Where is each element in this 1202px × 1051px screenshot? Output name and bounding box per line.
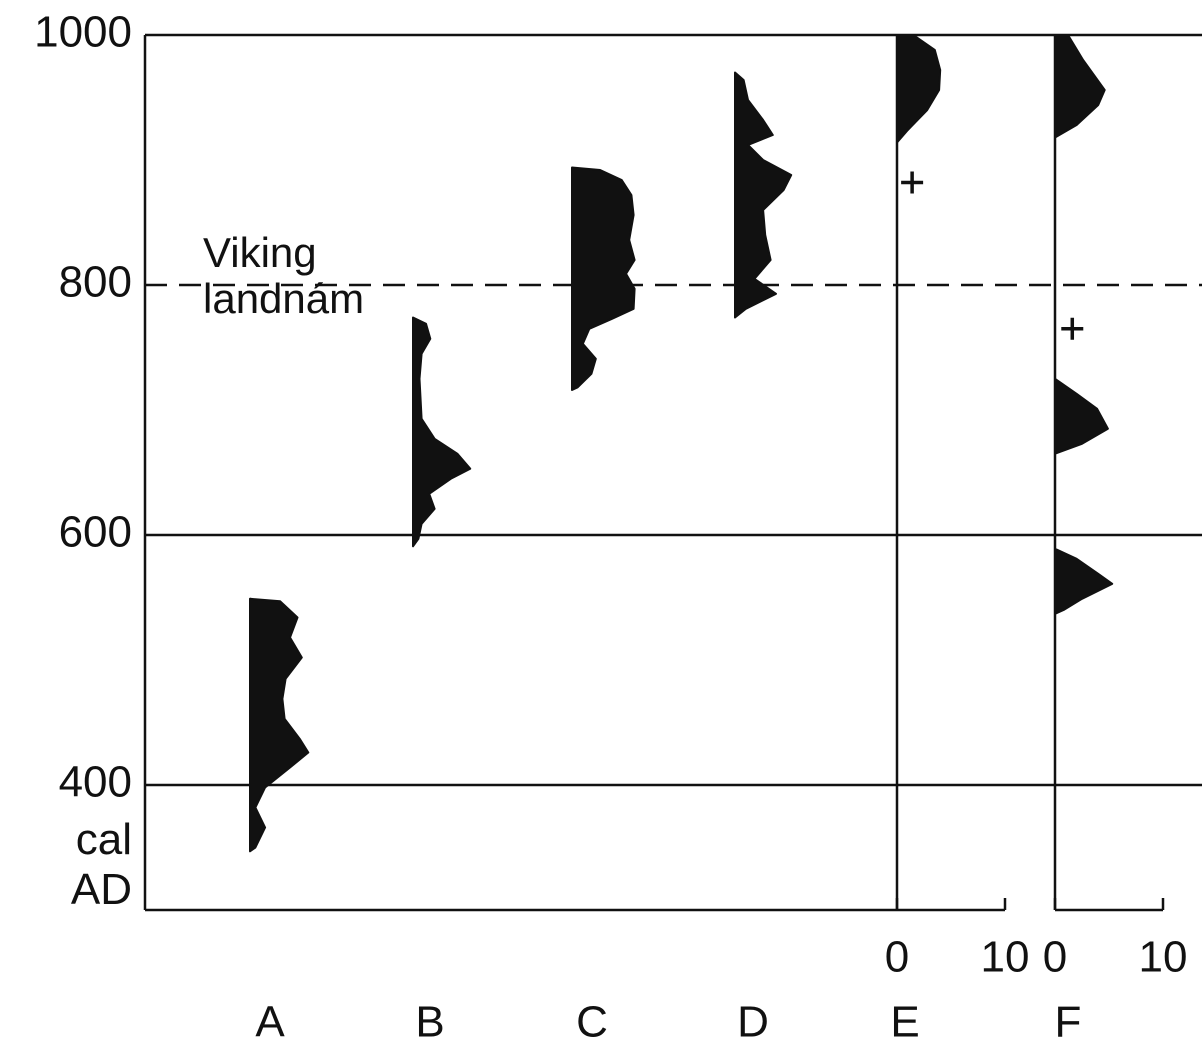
plus-marker bbox=[901, 171, 924, 194]
y-tick-label: 600 bbox=[59, 508, 132, 557]
reference-label: Viking landnám bbox=[203, 230, 365, 322]
density-curve bbox=[1054, 34, 1114, 615]
reference-label-box: Viking landnám bbox=[203, 230, 365, 322]
category-label: B bbox=[415, 998, 444, 1047]
y-axis-label-box: cal AD bbox=[70, 815, 132, 914]
category-label: D bbox=[737, 998, 769, 1047]
density-curve bbox=[249, 597, 310, 853]
category-label: E bbox=[890, 998, 919, 1047]
y-tick-label: 400 bbox=[59, 758, 132, 807]
category-label: C bbox=[576, 998, 608, 1047]
density-curve bbox=[896, 34, 942, 144]
y-tick-label: 800 bbox=[59, 258, 132, 307]
density-tick-label: 10 bbox=[1139, 933, 1188, 982]
density-tick-label: 10 bbox=[981, 933, 1030, 982]
category-label: F bbox=[1055, 998, 1082, 1047]
density-curve bbox=[412, 316, 472, 548]
density-tick-label: 0 bbox=[885, 933, 909, 982]
y-axis-label: cal AD bbox=[70, 815, 132, 914]
density-tick-label: 0 bbox=[1043, 933, 1067, 982]
plus-marker bbox=[1061, 317, 1084, 340]
density-curve bbox=[571, 166, 636, 391]
category-label: A bbox=[255, 998, 285, 1047]
y-tick-label: 1000 bbox=[34, 8, 132, 57]
density-curve bbox=[734, 71, 793, 319]
